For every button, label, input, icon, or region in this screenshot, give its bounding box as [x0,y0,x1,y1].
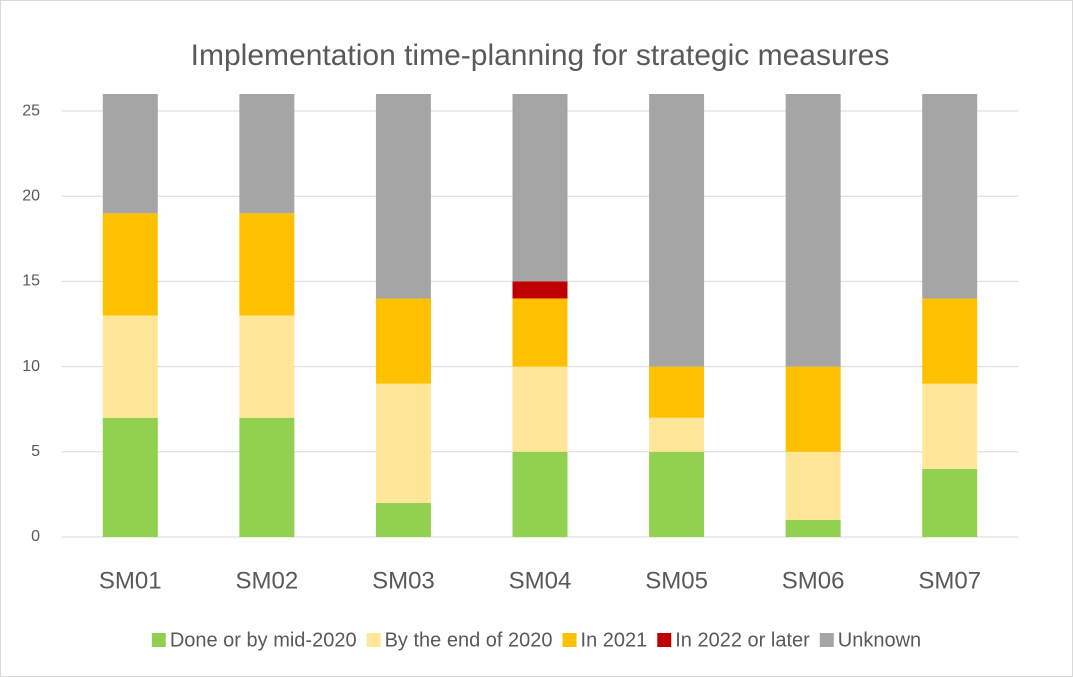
x-tick-label: SM06 [782,567,845,594]
legend-label: Done or by mid-2020 [170,629,357,651]
x-tick-label: SM03 [372,567,435,594]
bar-segment [785,451,841,520]
legend-label: In 2021 [581,629,648,651]
x-tick-label: SM07 [918,567,981,594]
bar-segment [649,417,705,452]
bar-segment [649,94,705,367]
bar-segment [239,315,295,418]
x-tick-label: SM01 [99,567,162,594]
y-tick-label: 15 [22,273,40,290]
bar-segment [102,315,158,418]
y-tick-label: 25 [22,102,40,119]
legend-swatch [819,633,834,647]
bar-segment [922,468,978,537]
x-tick-label: SM05 [645,567,708,594]
bar-segment [239,94,295,214]
y-tick-label: 5 [31,443,40,460]
y-tick-label: 20 [22,187,40,204]
bar-segment [375,94,431,299]
bar-segment [102,417,158,537]
legend-swatch [151,633,166,647]
bar-segment [239,213,295,316]
bar-segment [512,451,568,537]
bar-segment [649,366,705,418]
chart-title: Implementation time-planning for strateg… [191,39,890,72]
legend-swatch [657,633,672,647]
bar-segment [375,502,431,537]
bar-segment [785,519,841,537]
bar-segment [785,94,841,367]
bar-segment [785,366,841,452]
bar-segment [239,417,295,537]
y-tick-label: 0 [31,528,40,545]
y-tick-label: 10 [22,358,40,375]
bar-segment [512,298,568,367]
bar-segment [922,383,978,469]
bar-segment [512,94,568,282]
legend-label: Unknown [838,629,921,651]
x-tick-label: SM02 [236,567,299,594]
bar-segment [102,94,158,214]
legend-label: In 2022 or later [675,629,810,651]
bar-segment [512,281,568,299]
legend-swatch [562,633,577,647]
legend-swatch [366,633,381,647]
bar-segment [375,383,431,503]
bar-segment [512,366,568,452]
x-tick-label: SM04 [509,567,572,594]
bar-segment [922,94,978,299]
bar-segment [649,451,705,537]
bar-segment [375,298,431,384]
legend-label: By the end of 2020 [385,629,553,651]
bar-segment [922,298,978,384]
bar-segment [102,213,158,316]
